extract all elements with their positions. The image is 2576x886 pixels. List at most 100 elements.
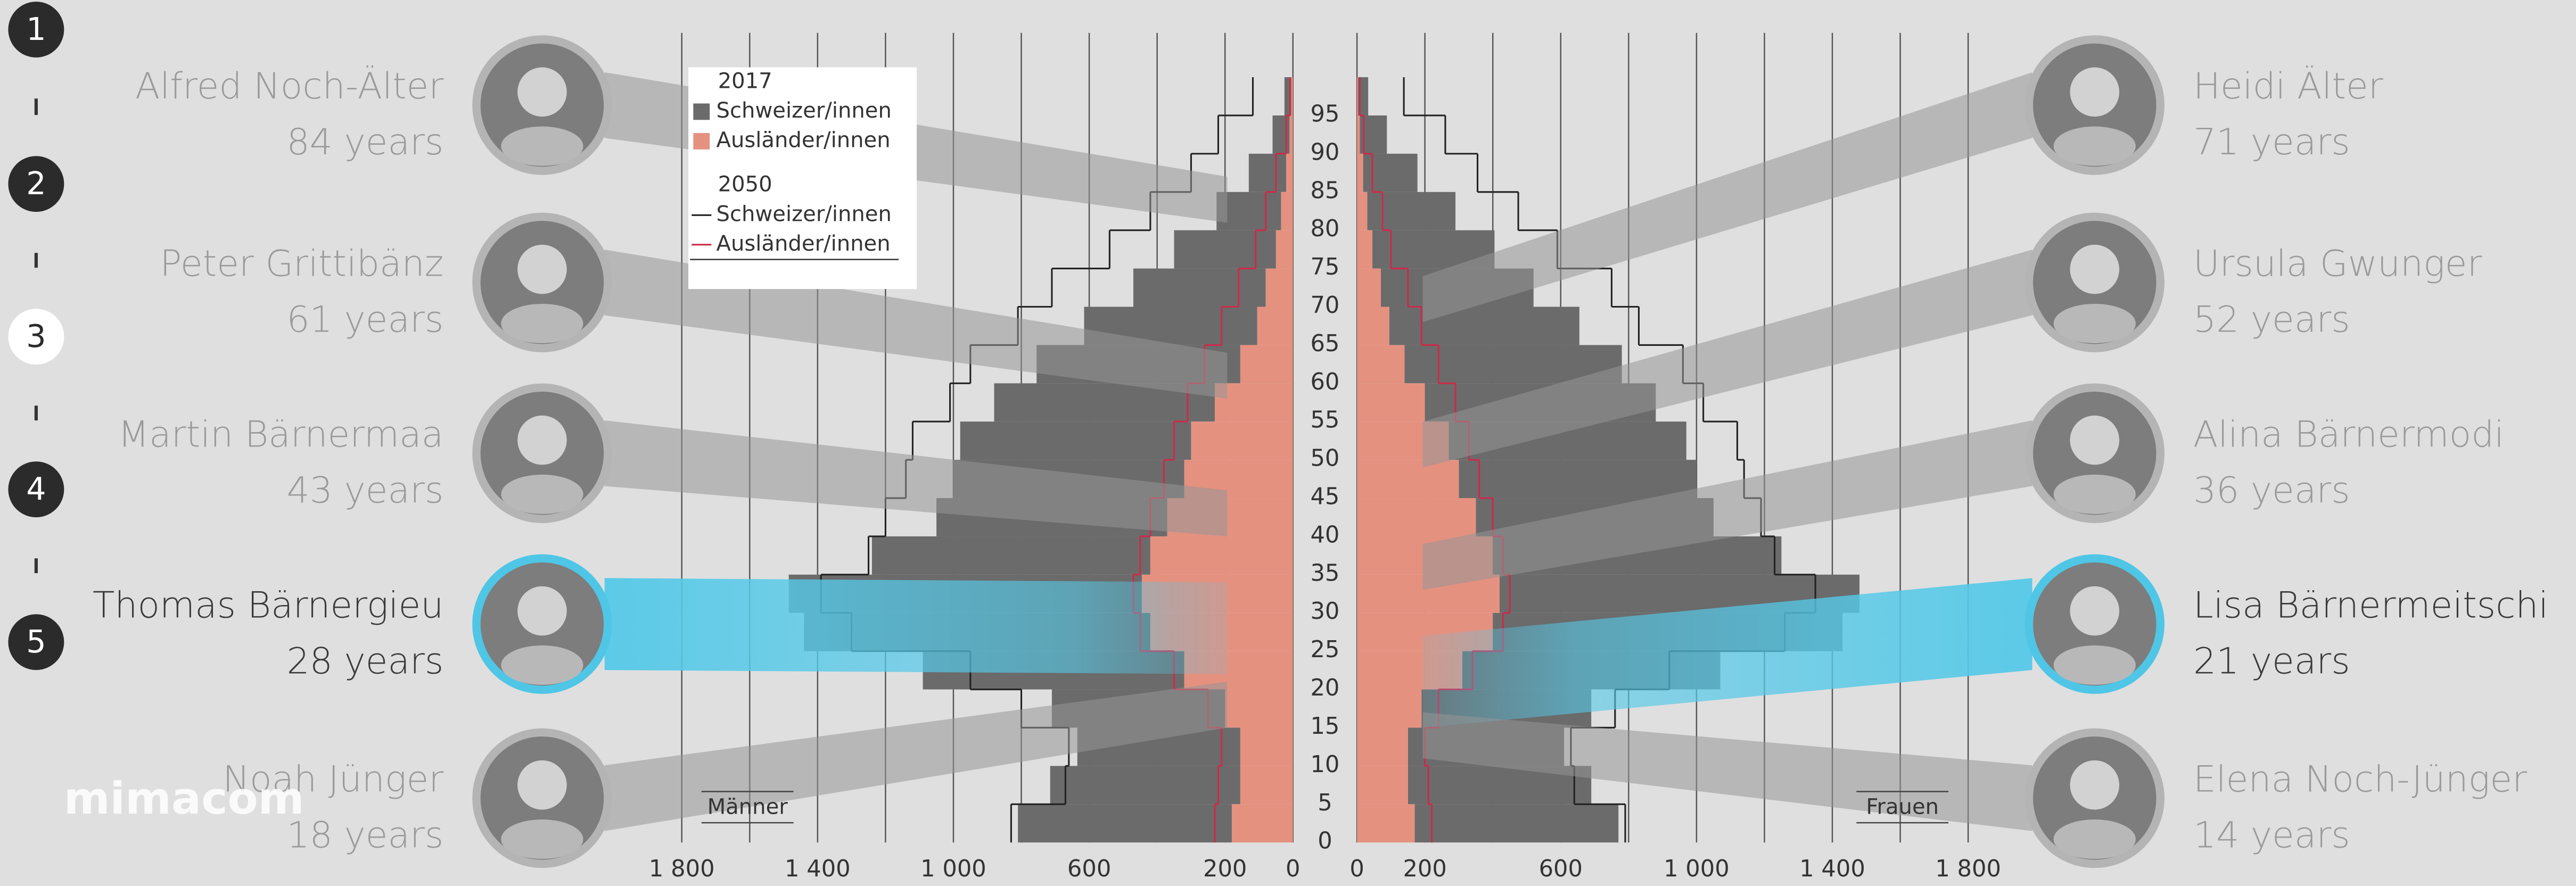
bar [1291,77,1293,115]
portrait-head [517,760,567,810]
bar [1357,804,1415,843]
bar [1018,804,1232,843]
bar [1272,115,1290,154]
portrait-shoulders [501,819,583,859]
bar [1231,804,1293,843]
bar [1414,804,1619,843]
x-tick-label: 1 800 [1935,856,2001,882]
bar [1389,307,1579,345]
step-dot[interactable] [8,309,64,365]
portrait-head [2070,586,2120,636]
bar [1275,230,1293,269]
y-tick-label: 45 [1310,484,1339,510]
bar [1216,192,1281,230]
bar [1240,766,1293,805]
step-dot[interactable] [8,614,64,670]
portrait-head [2070,67,2120,117]
y-tick-label: 55 [1310,407,1339,434]
bar [1357,268,1381,307]
person-age: 61 years [287,299,444,341]
step-number[interactable]: 5 [26,624,46,660]
legend-label: Ausländer/innen [717,128,891,152]
step-dot[interactable] [8,156,64,212]
age-band [1422,250,2032,468]
person-name: Alfred Noch-Älter [135,65,443,107]
person-name: Elena Noch-Jünger [2193,759,2527,801]
x-tick-label: 1 400 [785,856,851,882]
y-tick-label: 10 [1310,751,1339,778]
portrait-head [517,586,567,636]
y-tick-label: 20 [1310,675,1339,701]
step-number[interactable]: 2 [26,165,46,202]
person-age: 18 years [287,814,444,856]
y-tick-label: 5 [1318,790,1332,816]
person-name: Martin Bärnermaa [118,413,444,456]
y-tick-label: 85 [1310,177,1339,204]
bar [1248,153,1287,192]
legend-swatch [693,133,710,150]
bar [1358,77,1369,115]
legend-label: Schweizer/innen [717,202,892,226]
bar [1357,498,1476,536]
portrait-head [517,244,567,294]
portrait-shoulders [2053,126,2136,166]
bar [1289,115,1293,154]
bar [960,421,1191,460]
bar [1281,192,1293,230]
legend-swatch [693,103,710,120]
step-dot[interactable] [8,461,64,518]
y-tick-label: 75 [1310,254,1339,280]
portrait-head [2070,760,2120,810]
step-dot[interactable] [8,2,64,58]
y-tick-label: 0 [1318,828,1332,855]
person-age: 84 years [287,121,444,163]
bar [1286,153,1293,192]
panel-label: Männer [707,794,788,819]
bar [1240,727,1293,766]
bar [1257,307,1293,345]
bar [1363,153,1418,192]
portrait-shoulders [2053,474,2136,514]
highlight-band [604,578,1228,674]
x-tick-label: 0 [1349,856,1364,882]
panel-label: Frauen [1866,794,1939,819]
bar [1265,268,1293,307]
brand-watermark: mimacom [64,773,304,824]
bar [1150,536,1293,575]
age-band [1422,712,2032,831]
step-number[interactable]: 1 [26,11,46,47]
bar [1191,421,1293,460]
person-age: 52 years [2193,299,2350,341]
portrait-head [517,415,567,465]
step-number[interactable]: 3 [26,318,46,354]
y-tick-label: 70 [1310,292,1339,319]
step-number[interactable]: 4 [26,471,46,507]
legend-label: Ausländer/innen [717,231,891,256]
person-age: 28 years [287,640,444,682]
age-band [1422,72,2032,322]
y-tick-label: 60 [1310,369,1339,395]
portrait-shoulders [2053,819,2136,859]
person-age: 21 years [2193,640,2350,682]
portrait-shoulders [2053,645,2136,685]
person-name: Heidi Älter [2193,65,2383,107]
portrait-shoulders [501,474,583,514]
bar [1357,153,1363,192]
legend-year: 2050 [718,172,772,197]
person-name: Ursula Gwunger [2193,243,2482,285]
person-name: Peter Grittibänz [160,243,443,285]
bar [1357,383,1425,422]
bar [1357,345,1405,384]
y-tick-label: 30 [1310,598,1339,625]
bar [1357,766,1408,805]
person-age: 14 years [2193,814,2350,856]
portrait-shoulders [2053,303,2136,344]
bar [1357,689,1422,728]
portrait-shoulders [501,303,583,344]
x-tick-label: 1 400 [1799,856,1865,882]
legend-box [688,67,917,289]
bar [1174,230,1276,269]
x-tick-label: 0 [1286,856,1300,882]
